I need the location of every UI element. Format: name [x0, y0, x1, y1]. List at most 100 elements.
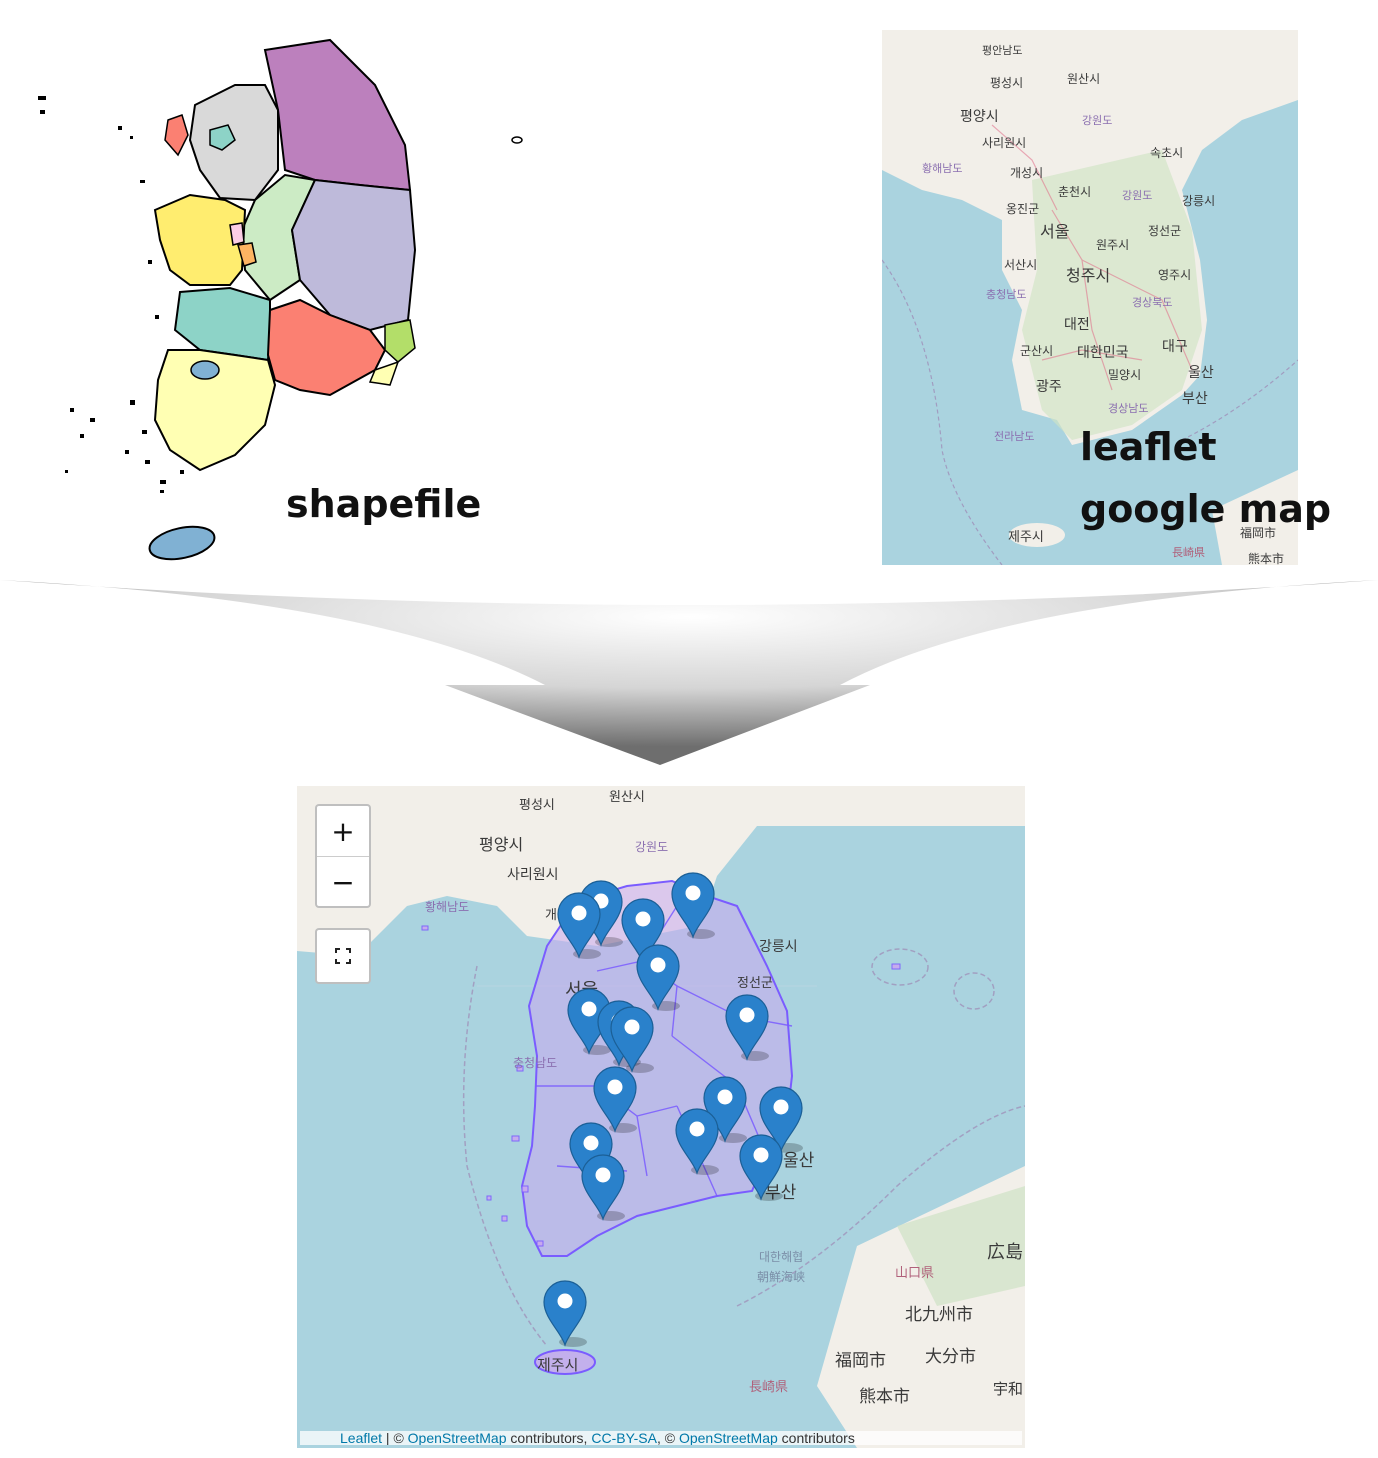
marker-layer — [297, 786, 1025, 1448]
map-label: 충청남도 — [513, 1056, 558, 1070]
map-label: 長崎県 — [749, 1380, 789, 1395]
map-marker-icon[interactable] — [756, 1086, 806, 1154]
map-label: 춘천시 — [1058, 185, 1092, 199]
region-ulsan — [384, 319, 416, 363]
region-jeonnam — [153, 349, 277, 472]
map-label: 울산 — [783, 1151, 815, 1171]
map-marker-icon[interactable] — [607, 1006, 657, 1074]
merge-arrow — [0, 580, 1378, 765]
map-label: 정선군 — [1148, 224, 1182, 238]
map-label: 熊本市 — [1248, 552, 1285, 565]
map-marker-icon[interactable] — [633, 944, 683, 1012]
attribution-text: contributors — [777, 1431, 855, 1445]
attribution-separator: , © — [656, 1431, 679, 1445]
shapefile-caption: shapefile — [286, 482, 482, 526]
leaflet-caption-line1: leaflet — [1080, 425, 1217, 469]
map-label: 원주시 — [1096, 238, 1130, 252]
map-label: 원산시 — [609, 790, 645, 805]
map-label: 사리원시 — [507, 867, 559, 883]
map-label: 평양시 — [960, 109, 999, 125]
map-label: 강원도 — [635, 840, 669, 854]
map-label: 山口県 — [895, 1266, 935, 1281]
osm-link[interactable]: OpenStreetMap — [678, 1431, 778, 1445]
license-link[interactable]: CC-BY-SA — [591, 1431, 657, 1445]
region-busan — [368, 360, 400, 386]
map-label: 영주시 — [1158, 268, 1192, 282]
map-label: 宇和 — [993, 1380, 1024, 1398]
jeju-overlay — [534, 1349, 596, 1375]
map-label: 대전 — [1064, 317, 1090, 333]
region-gwangju — [190, 360, 220, 380]
map-label: 사리원시 — [982, 136, 1027, 150]
map-label: 長崎県 — [1172, 546, 1205, 559]
leaflet-link[interactable]: Leaflet — [340, 1431, 383, 1445]
map-label: 大分市 — [925, 1347, 976, 1367]
region-sejong — [229, 222, 245, 246]
map-marker-icon[interactable] — [554, 892, 604, 960]
map-label: 평안남도 — [982, 44, 1023, 57]
map-label: 황해남도 — [922, 162, 963, 175]
map-marker-icon[interactable] — [672, 1108, 722, 1176]
coastal-islands — [38, 96, 184, 493]
map-label: 경상북도 — [1132, 296, 1173, 309]
map-label: 울산 — [1188, 365, 1214, 381]
region-jeju — [148, 525, 216, 561]
map-label: 福岡市 — [1240, 526, 1277, 540]
map-marker-icon[interactable] — [540, 1280, 590, 1348]
shapefile-map — [38, 38, 523, 561]
map-label: 광주 — [1036, 379, 1062, 395]
map-label: 熊本市 — [859, 1387, 910, 1407]
map-label: 北九州市 — [905, 1305, 973, 1325]
map-label: 부산 — [765, 1183, 797, 1203]
fullscreen-icon — [335, 948, 351, 964]
map-attribution: Leaflet | © OpenStreetMap contributors , … — [300, 1431, 1022, 1445]
region-daejeon — [237, 242, 257, 267]
map-label: 서울 — [1040, 222, 1070, 241]
zoom-out-button[interactable]: − — [331, 865, 355, 899]
map-marker-icon[interactable] — [668, 872, 718, 940]
map-label: 강원도 — [1122, 189, 1153, 202]
osm-link[interactable]: OpenStreetMap — [407, 1431, 507, 1445]
map-label: 강릉시 — [759, 939, 798, 955]
map-marker-icon[interactable] — [700, 1076, 750, 1144]
zoom-control: + − — [315, 804, 371, 908]
map-label: 평성시 — [990, 76, 1024, 90]
map-marker-icon[interactable] — [590, 1066, 640, 1134]
fullscreen-button[interactable] — [315, 928, 371, 984]
region-chungnam — [153, 193, 247, 286]
leaflet-caption-line2: google map — [1080, 487, 1332, 531]
map-label: 밀양시 — [1108, 368, 1142, 382]
map-label: 군산시 — [1020, 344, 1054, 358]
map-label: 충청남도 — [986, 288, 1027, 301]
map-marker-icon[interactable] — [722, 994, 772, 1062]
map-label: 옹진군 — [1006, 202, 1040, 216]
attribution-separator: | © — [382, 1431, 408, 1445]
region-seoul — [209, 124, 236, 151]
map-label: 개성시 — [1010, 166, 1044, 180]
map-marker-icon[interactable] — [578, 1154, 628, 1222]
map-label: 강릉시 — [1182, 194, 1216, 208]
attribution-text: contributors, — [506, 1431, 592, 1445]
map-label: 제주시 — [537, 1356, 579, 1374]
map-label: 대한해협 — [759, 1250, 804, 1264]
region-incheon — [164, 114, 189, 157]
region-gyeonggi — [188, 84, 279, 202]
map-label: 청주시 — [1066, 266, 1111, 285]
map-label: 부산 — [1182, 391, 1208, 407]
map-label: 평성시 — [519, 798, 555, 813]
merged-leaflet-map[interactable]: 평성시 원산시 평양시 강원도 사리원시 황해남도 개성시 강릉시 정선군 서울… — [297, 786, 1025, 1448]
map-marker-icon[interactable] — [736, 1134, 786, 1202]
map-label: 원산시 — [1067, 72, 1101, 86]
map-label: 평양시 — [479, 835, 524, 854]
map-label: 정선군 — [737, 976, 773, 991]
map-label: 강원도 — [1082, 114, 1113, 127]
map-label: 경상남도 — [1108, 402, 1149, 415]
island-dokdo — [511, 136, 523, 144]
map-label: 대구 — [1162, 339, 1188, 355]
map-label: 広島 — [987, 1242, 1023, 1263]
zoom-in-button[interactable]: + — [317, 806, 369, 857]
tile-map-land — [882, 30, 1298, 565]
region-gangwon — [263, 38, 412, 192]
map-label: 전라남도 — [994, 430, 1035, 443]
map-label: 서산시 — [1004, 258, 1038, 272]
